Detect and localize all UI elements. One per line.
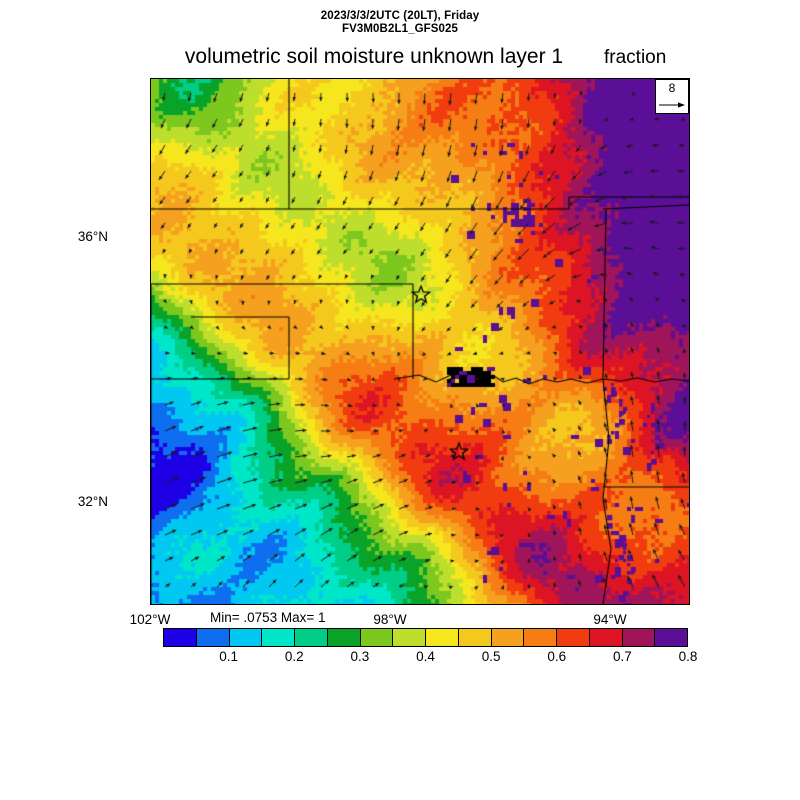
colorbar-swatch-1 <box>196 629 230 646</box>
colorbar-tick-0.4: 0.4 <box>416 649 435 664</box>
lat-tick-32n: 32°N <box>77 494 108 509</box>
minmax-annotation: Min= .0753 Max= 1 <box>210 610 326 625</box>
colorbar-swatch-8 <box>426 629 459 646</box>
colorbar-tick-0.1: 0.1 <box>219 649 239 664</box>
colorbar-swatch-9 <box>458 629 492 646</box>
subtitle-model: FV3M0B2L1_GFS025 <box>341 23 458 35</box>
colorbar-swatch-5 <box>327 629 361 646</box>
colorbar-tick-0.5: 0.5 <box>481 649 501 664</box>
colorbar-tick-0.8: 0.8 <box>678 649 698 664</box>
colorbar-swatch-7 <box>393 629 426 646</box>
colorbar-swatch-10 <box>491 629 525 646</box>
colorbar-tick-0.3: 0.3 <box>350 649 370 664</box>
colorbar-tick-0.6: 0.6 <box>547 649 567 664</box>
colorbar-swatch-13 <box>589 629 623 646</box>
colorbar-swatch-14 <box>622 629 656 646</box>
vector-legend-box: 8 <box>655 79 689 114</box>
soil-moisture-heatmap <box>151 79 689 604</box>
colorbar-tick-0.2: 0.2 <box>284 649 304 664</box>
colorbar-swatch-6 <box>360 629 394 646</box>
colorbar-swatch-3 <box>262 629 295 646</box>
colorbar-swatch-11 <box>524 629 557 646</box>
right-arrow-icon <box>659 102 685 108</box>
units-label: fraction <box>604 47 667 68</box>
colorbar-swatch-2 <box>229 629 263 646</box>
colorbar-swatch-0 <box>164 629 197 646</box>
subtitle-date: 2023/3/3/2UTC (20LT), Friday <box>320 10 480 22</box>
lat-tick-36n: 36°N <box>77 229 108 244</box>
colorbar-swatch-15 <box>655 629 687 646</box>
colorbar-tick-0.7: 0.7 <box>612 649 632 664</box>
lon-tick-102w: 102°W <box>129 612 171 627</box>
title-row: volumetric soil moisture unknown layer 1… <box>0 44 800 70</box>
vector-legend-value: 8 <box>668 81 676 95</box>
lon-tick-94w: 94°W <box>593 612 627 627</box>
map-plot-area[interactable] <box>150 78 690 605</box>
colorbar-swatch-12 <box>557 629 590 646</box>
lon-tick-98w: 98°W <box>373 612 407 627</box>
page-title: volumetric soil moisture unknown layer 1 <box>184 45 564 68</box>
colorbar[interactable] <box>163 628 688 647</box>
header-block: 2023/3/3/2UTC (20LT), Friday FV3M0B2L1_G… <box>0 10 800 36</box>
colorbar-tick-labels: 0.1 0.2 0.3 0.4 0.5 0.6 0.7 0.8 <box>163 648 697 666</box>
colorbar-swatch-4 <box>295 629 328 646</box>
